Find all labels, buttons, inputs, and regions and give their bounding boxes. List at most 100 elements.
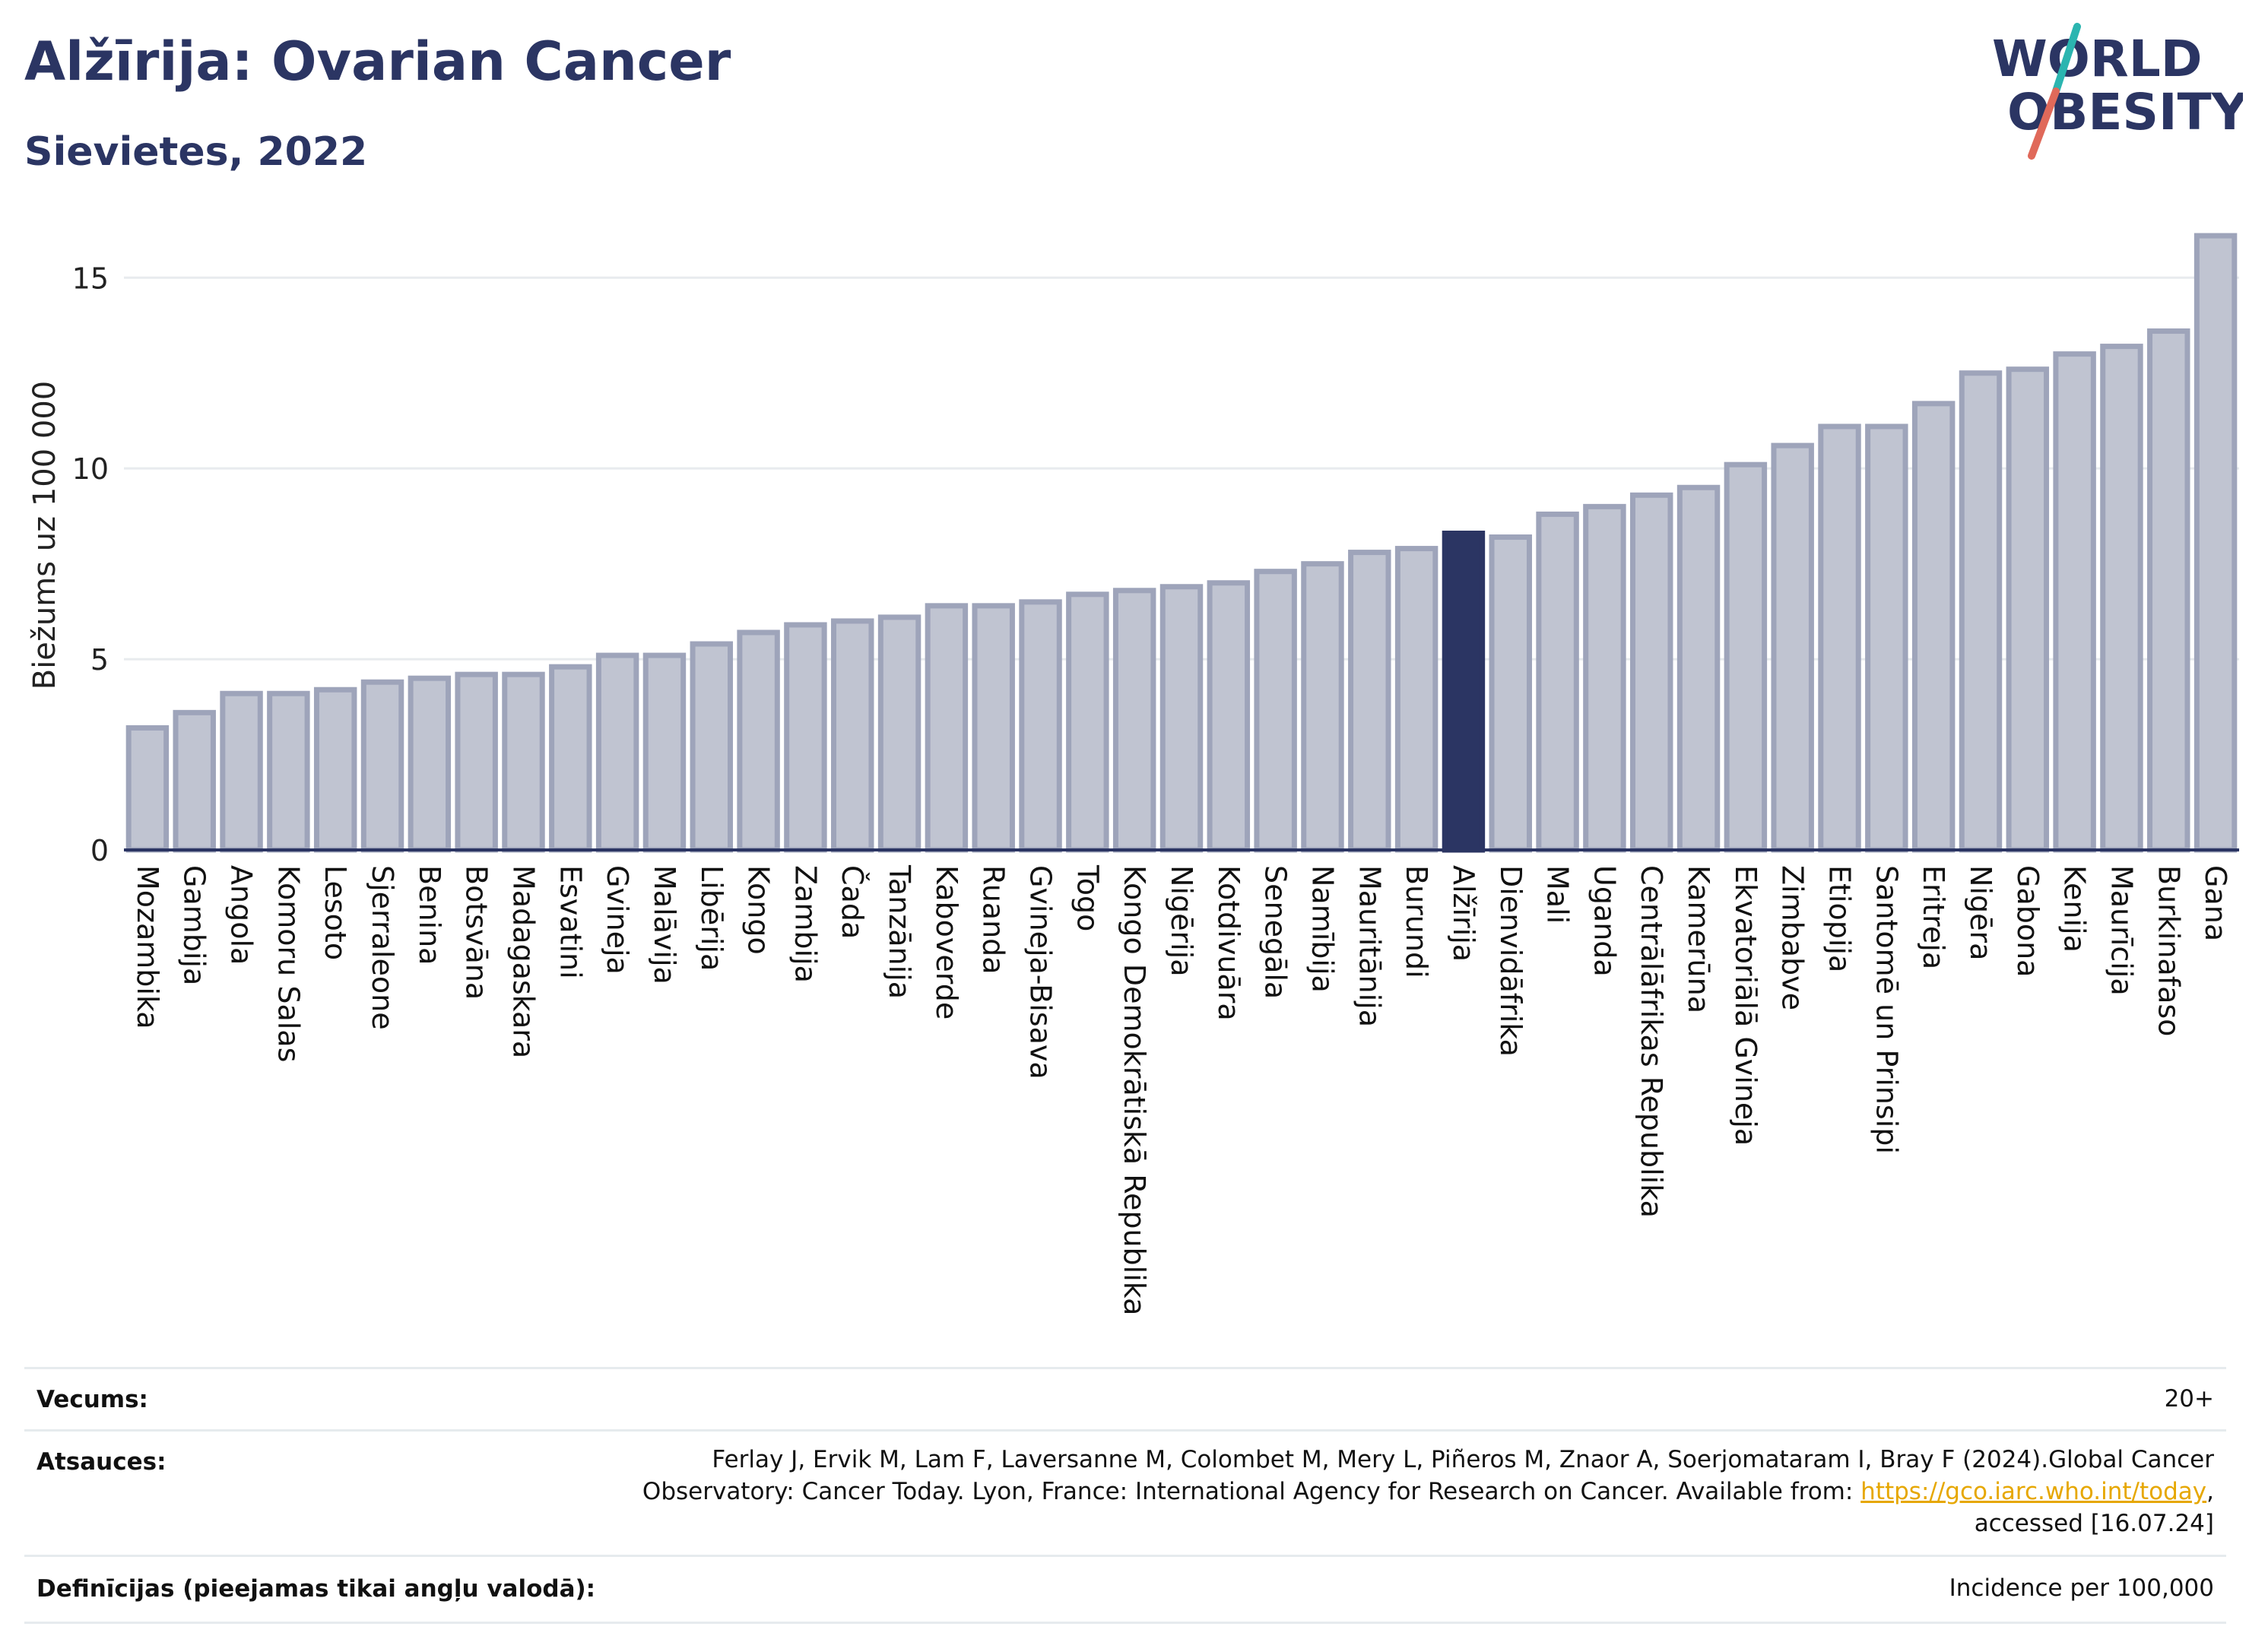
x-tick-label: Mauritānija <box>1353 865 1386 1027</box>
bar <box>313 686 357 853</box>
x-tick-label: Uganda <box>1588 865 1621 977</box>
bar <box>1724 461 1768 853</box>
x-tick-label: Benina <box>413 865 446 965</box>
x-tick-label: Senegāla <box>1259 865 1293 999</box>
bar <box>2053 351 2096 853</box>
x-tick-label: Gvineja <box>601 865 634 975</box>
definitions-value: Incidence per 100,000 <box>1949 1574 2214 1602</box>
world-obesity-logo: WORLD OBESITY <box>1992 23 2243 160</box>
bar <box>2006 366 2050 853</box>
bar <box>1629 492 1673 853</box>
x-tick-label: Zimbabve <box>1776 865 1810 1010</box>
bar <box>1771 442 1814 853</box>
x-tick-label: Nigēra <box>1964 865 1997 960</box>
bar <box>1019 599 1062 853</box>
footer-row-references: Atsauces: Ferlay J, Ervik M, Lam F, Lave… <box>24 1429 2226 1557</box>
x-tick-label: Namībija <box>1305 865 1339 993</box>
logo-line-1: WORLD <box>1992 30 2203 88</box>
bar <box>1676 484 1721 853</box>
x-tick-label: Ekvatoriālā Gvineja <box>1729 865 1762 1146</box>
x-tick-label: Kongo <box>742 865 776 955</box>
bar <box>502 671 545 853</box>
bar <box>642 652 687 853</box>
bar <box>1442 530 1486 853</box>
page-subtitle: Sievietes, 2022 <box>24 129 368 175</box>
bar <box>1112 588 1156 853</box>
bar-chart: 0 5 10 15 Biežums uz 100 000 Mozambika Gambija… <box>27 233 2239 1315</box>
bar <box>1865 423 1908 853</box>
x-tick-label: Libērija <box>695 865 728 971</box>
references-link[interactable]: https://gco.iarc.who.int/today <box>1860 1478 2207 1505</box>
bar <box>831 618 874 853</box>
bar <box>595 652 639 853</box>
bar <box>1301 561 1344 853</box>
x-tick-label: Dienvidāfrika <box>1494 865 1527 1057</box>
x-tick-label: Malāvija <box>648 865 681 985</box>
x-tick-label: Angola <box>225 865 259 965</box>
x-tick-label: Kongo Demokrātiskā Republika <box>1118 865 1151 1315</box>
bar <box>220 690 263 853</box>
x-tick-label: Nigērija <box>1165 865 1198 977</box>
x-tick-label: Kotdivuāra <box>1212 865 1245 1021</box>
x-tick-label: Gana <box>2199 865 2232 941</box>
x-tick-label: Kenija <box>2058 865 2092 953</box>
x-tick-label: Burundi <box>1400 865 1433 978</box>
bar <box>690 641 734 853</box>
x-tick-label: Etiopija <box>1823 865 1857 972</box>
x-tick-label: Burkinafaso <box>2152 865 2185 1036</box>
x-tick-label: Komoru Salas <box>271 865 305 1062</box>
x-tick-label: Santomē un Prinsipi <box>1870 865 1903 1154</box>
x-tick-label: Gvineja-Bisava <box>1024 865 1058 1080</box>
bar <box>1489 534 1532 853</box>
bar <box>1394 546 1439 853</box>
bar <box>784 622 827 853</box>
bar <box>1159 584 1204 853</box>
bar <box>408 675 452 853</box>
x-tick-label: Esvatini <box>554 865 587 979</box>
x-tick-label: Kamerūna <box>1682 865 1715 1013</box>
x-tick-label: Sjerraleone <box>366 865 399 1030</box>
bar <box>1254 569 1297 853</box>
x-tick-label: Alžīrija <box>1447 865 1480 962</box>
bar <box>925 603 969 853</box>
x-tick-label: Tanzānija <box>883 864 916 999</box>
logo-slash-top <box>2052 23 2081 95</box>
bar <box>1536 511 1579 853</box>
x-tick-label: Lesoto <box>319 865 352 960</box>
x-tick-label: Gambija <box>178 865 211 985</box>
bar <box>1583 503 1626 853</box>
footer-row-definitions: Definīcijas (pieejamas tikai angļu valod… <box>24 1555 2226 1624</box>
x-tick-label: Mali <box>1541 865 1575 924</box>
bar <box>1911 401 1956 853</box>
bar <box>2147 328 2190 853</box>
x-tick-label: Kaboverde <box>930 865 963 1019</box>
footer-row-age: Vecums: 20+ <box>24 1367 2226 1430</box>
x-tick-label: Centrālāfrikas Republika <box>1635 865 1668 1218</box>
page-title: Alžīrija: Ovarian Cancer <box>24 30 731 93</box>
bar <box>1348 550 1391 853</box>
bar <box>173 709 216 853</box>
references-label: Atsauces: <box>36 1448 167 1476</box>
y-tick-label: 10 <box>72 452 109 486</box>
bar <box>1066 591 1109 853</box>
bar <box>455 671 498 853</box>
bar <box>125 725 170 853</box>
references-text-after: , accessed [16.07.24] <box>1974 1478 2214 1537</box>
references-text-before: Ferlay J, Ervik M, Lam F, Laversanne M, … <box>642 1446 2214 1505</box>
age-label: Vecums: <box>36 1386 148 1413</box>
bar <box>267 690 310 853</box>
bar <box>360 679 404 853</box>
bar <box>737 629 780 853</box>
bar <box>1818 423 1861 853</box>
x-tick-label: Zambija <box>788 865 822 983</box>
bar <box>2193 233 2238 853</box>
y-tick-label: 15 <box>72 262 109 295</box>
y-tick-label: 5 <box>90 643 109 677</box>
bar <box>972 603 1015 853</box>
definitions-label: Definīcijas (pieejamas tikai angļu valod… <box>36 1575 596 1603</box>
x-tick-label: Čada <box>836 865 869 939</box>
x-tick-label: Gabona <box>2011 865 2044 977</box>
x-tick-label: Ruanda <box>977 865 1010 975</box>
y-axis-label: Biežums uz 100 000 <box>27 381 62 690</box>
x-tick-label: Eritreja <box>1917 865 1950 969</box>
